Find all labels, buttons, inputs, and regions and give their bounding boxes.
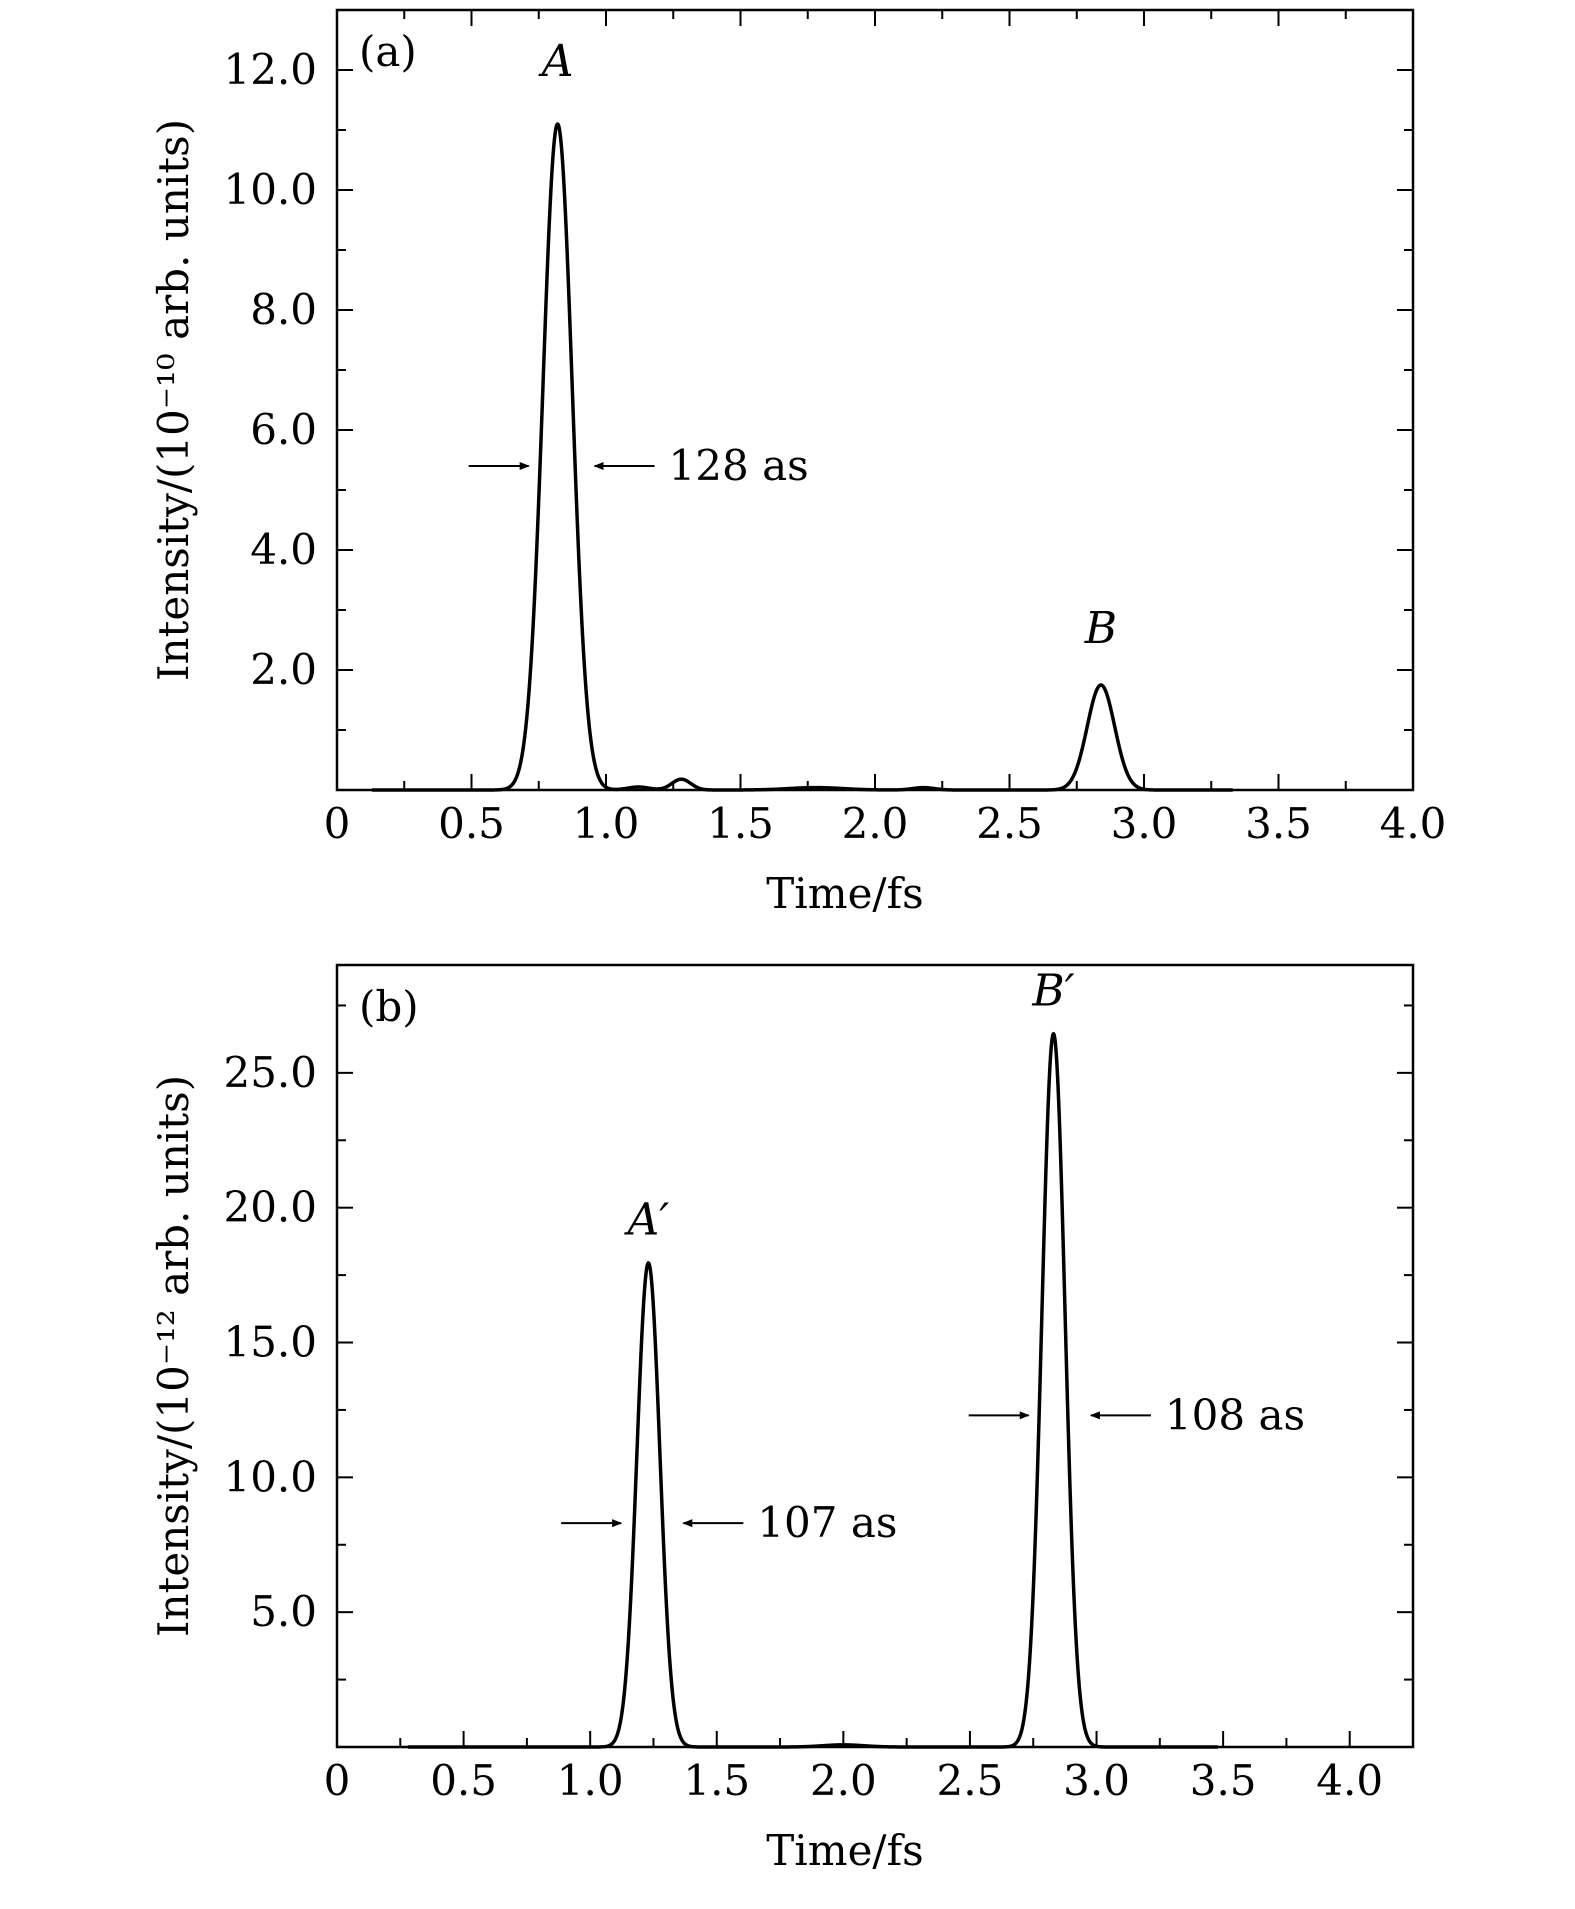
x-tick-label: 0.5: [430, 1756, 497, 1805]
fwhm-label: 128 as: [669, 441, 809, 490]
peak-label: B′: [1031, 965, 1074, 1016]
x-tick-label: 3.0: [1111, 799, 1178, 848]
x-tick-label: 3.5: [1190, 1756, 1257, 1805]
x-tick-label: 1.0: [573, 799, 640, 848]
x-axis-title: Time/fs: [766, 869, 923, 918]
x-tick-label: 4.0: [1316, 1756, 1383, 1805]
x-tick-label: 1.5: [683, 1756, 750, 1805]
y-tick-label: 25.0: [223, 1048, 317, 1097]
y-tick-label: 6.0: [250, 405, 317, 454]
x-tick-label: 4.0: [1380, 799, 1447, 848]
peak-label: A: [538, 36, 574, 87]
x-tick-label: 2.0: [810, 1756, 877, 1805]
panel-label: (b): [359, 982, 419, 1031]
panel-label: (a): [359, 27, 417, 76]
x-tick-label: 1.5: [707, 799, 774, 848]
x-axis-title: Time/fs: [766, 1826, 923, 1875]
fwhm-label: 107 as: [757, 1498, 897, 1547]
panel-b-chart: 0 0.5 1.0 1.5 2.0 2.5 3.0 3.5 4.0 5.0 10.0 15.0 20.0…: [149, 963, 1415, 1875]
peak-label: B: [1084, 603, 1117, 654]
y-tick-label: 10.0: [223, 1452, 317, 1501]
y-tick-label: 4.0: [250, 525, 317, 574]
x-tick-label: 2.5: [937, 1756, 1004, 1805]
y-tick-label: 15.0: [223, 1318, 317, 1367]
x-tick-label: 0: [324, 799, 351, 848]
y-tick-label: 10.0: [223, 165, 317, 214]
y-axis-title: Intensity/(10⁻¹² arb. units): [149, 1075, 198, 1637]
intensity-series-line: [370, 122, 1234, 792]
y-tick-label: 5.0: [250, 1587, 317, 1636]
y-tick-label: 20.0: [223, 1183, 317, 1232]
panel-a-chart: 0 0.5 1.0 1.5 2.0 2.5 3.0 3.5 4.0 2.0 4.0 6.0 8.0 10.…: [149, 8, 1447, 918]
y-axis-title: Intensity/(10⁻¹⁰ arb. units): [149, 119, 198, 681]
y-tick-label: 2.0: [250, 645, 317, 694]
fwhm-label: 108 as: [1165, 1390, 1305, 1439]
intensity-series-line: [406, 1032, 1220, 1749]
y-tick-label: 8.0: [250, 285, 317, 334]
x-tick-label: 1.0: [557, 1756, 624, 1805]
x-tick-label: 3.5: [1245, 799, 1312, 848]
y-tick-label: 12.0: [223, 45, 317, 94]
x-tick-label: 0.5: [438, 799, 505, 848]
x-tick-label: 0: [324, 1756, 351, 1805]
x-tick-label: 3.0: [1063, 1756, 1130, 1805]
peak-label: A′: [624, 1195, 670, 1246]
x-tick-label: 2.5: [976, 799, 1043, 848]
x-tick-label: 2.0: [842, 799, 909, 848]
plot-frame: [335, 8, 1415, 792]
plot-frame: [335, 963, 1415, 1749]
